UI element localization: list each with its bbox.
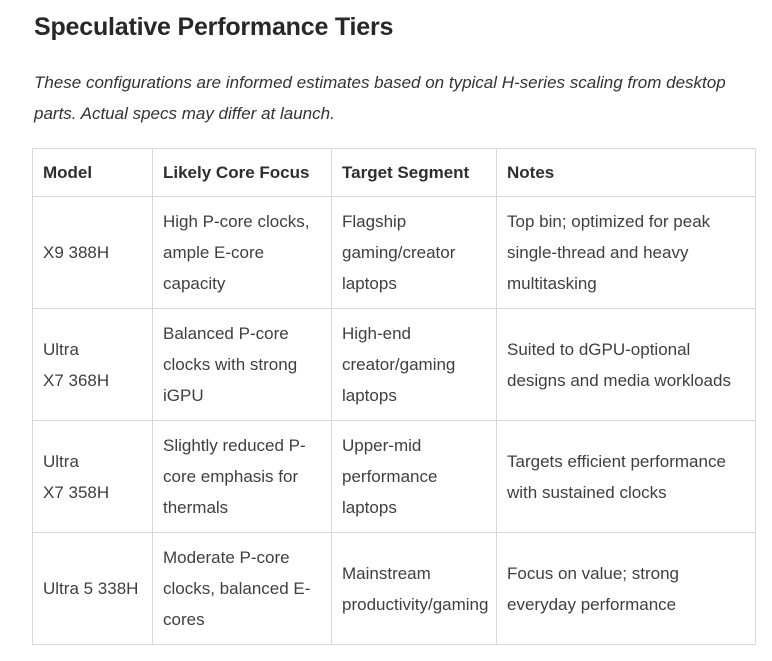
- table-header-row: Model Likely Core Focus Target Segment N…: [32, 148, 756, 197]
- cell-model: X9 388H: [32, 196, 153, 309]
- page-title: Speculative Performance Tiers: [34, 13, 394, 41]
- cell-notes: Suited to dGPU-optional designs and medi…: [496, 308, 756, 421]
- cell-target-segment: Upper-mid performance laptops: [331, 420, 497, 533]
- performance-tiers-table: Model Likely Core Focus Target Segment N…: [32, 148, 756, 645]
- cell-model: Ultra X7 358H: [32, 420, 153, 533]
- cell-model: Ultra X7 368H: [32, 308, 153, 421]
- column-header-notes: Notes: [496, 148, 756, 197]
- table-row: Ultra X7 368H Balanced P-core clocks wit…: [32, 308, 756, 421]
- cell-target-segment: Mainstream productivity/gaming: [331, 532, 497, 645]
- cell-target-segment: Flagship gaming/creator laptops: [331, 196, 497, 309]
- cell-notes: Focus on value; strong everyday performa…: [496, 532, 756, 645]
- cell-core-focus: Moderate P-core clocks, balanced E-cores: [152, 532, 332, 645]
- cell-core-focus: Slightly reduced P-core emphasis for the…: [152, 420, 332, 533]
- cell-notes: Top bin; optimized for peak single-threa…: [496, 196, 756, 309]
- table-row: Ultra 5 338H Moderate P-core clocks, bal…: [32, 532, 756, 645]
- disclaimer-text: These configurations are informed estima…: [34, 73, 726, 123]
- cell-target-segment: High-end creator/gaming laptops: [331, 308, 497, 421]
- cell-model: Ultra 5 338H: [32, 532, 153, 645]
- column-header-core-focus: Likely Core Focus: [152, 148, 332, 197]
- column-header-model: Model: [32, 148, 153, 197]
- column-header-target-segment: Target Segment: [331, 148, 497, 197]
- table-row: X9 388H High P-core clocks, ample E-core…: [32, 196, 756, 309]
- cell-notes: Targets efficient performance with susta…: [496, 420, 756, 533]
- table-row: Ultra X7 358H Slightly reduced P-core em…: [32, 420, 756, 533]
- cell-core-focus: Balanced P-core clocks with strong iGPU: [152, 308, 332, 421]
- cell-core-focus: High P-core clocks, ample E-core capacit…: [152, 196, 332, 309]
